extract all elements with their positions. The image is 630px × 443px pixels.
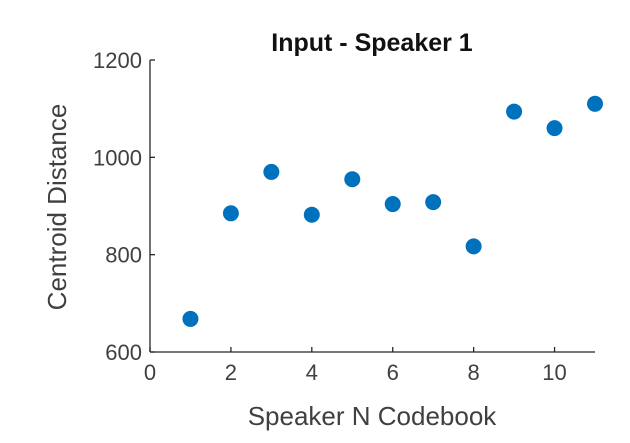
data-point xyxy=(263,163,280,180)
data-point xyxy=(222,205,239,222)
data-point xyxy=(465,238,482,255)
data-point xyxy=(182,310,199,327)
x-tick-label: 6 xyxy=(387,360,399,385)
x-tick-label: 8 xyxy=(468,360,480,385)
x-axis-label: Speaker N Codebook xyxy=(248,401,498,431)
y-axis-label: Centroid Distance xyxy=(42,104,72,311)
data-point xyxy=(344,171,361,188)
x-tick-label: 2 xyxy=(225,360,237,385)
data-point xyxy=(546,120,563,137)
data-point xyxy=(384,196,401,213)
chart-title: Input - Speaker 1 xyxy=(271,29,473,57)
y-tick-label: 1000 xyxy=(93,145,142,170)
axis-ticks: 0 2 4 6 8 10 600 800 1000 1200 xyxy=(93,48,567,385)
data-point xyxy=(506,103,523,120)
x-tick-label: 4 xyxy=(306,360,318,385)
data-point xyxy=(587,95,603,112)
x-tick-label: 10 xyxy=(542,360,566,385)
data-point xyxy=(425,194,442,211)
y-tick-label: 600 xyxy=(105,340,142,365)
data-point xyxy=(303,206,320,223)
x-tick-label: 0 xyxy=(144,360,156,385)
y-tick-label: 800 xyxy=(105,243,142,268)
plot-axes xyxy=(149,60,595,353)
data-points xyxy=(182,95,603,327)
y-tick-label: 1200 xyxy=(93,48,142,73)
